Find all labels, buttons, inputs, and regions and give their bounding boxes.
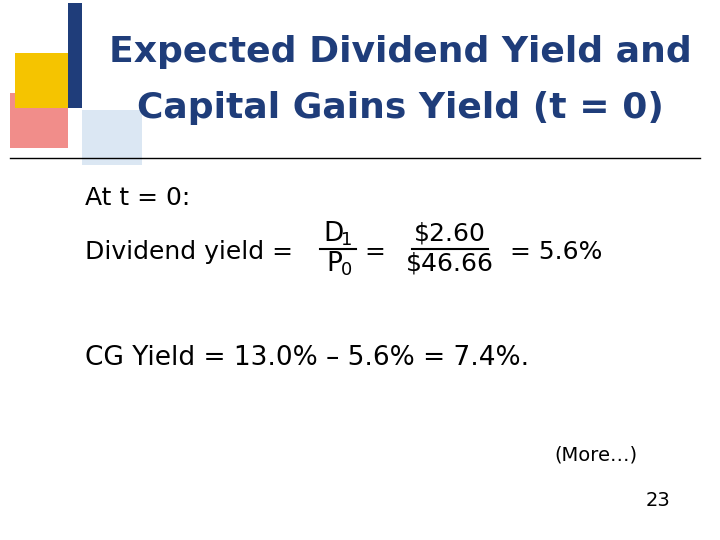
Bar	[68, 3, 82, 108]
Text: $2.60: $2.60	[414, 222, 486, 246]
Text: 1: 1	[341, 231, 353, 249]
Text: =: =	[364, 240, 385, 264]
Text: Expected Dividend Yield and: Expected Dividend Yield and	[109, 35, 691, 69]
Text: $46.66: $46.66	[406, 252, 494, 276]
Text: (More…): (More…)	[555, 446, 638, 464]
Text: 0: 0	[341, 261, 353, 279]
Text: 23: 23	[645, 490, 670, 510]
Text: Capital Gains Yield (t = 0): Capital Gains Yield (t = 0)	[137, 91, 663, 125]
Text: = 5.6%: = 5.6%	[510, 240, 603, 264]
Bar	[15, 53, 70, 108]
Bar	[10, 93, 68, 148]
Text: At t = 0:: At t = 0:	[85, 186, 190, 210]
Text: Dividend yield =: Dividend yield =	[85, 240, 301, 264]
Text: CG Yield = 13.0% – 5.6% = 7.4%.: CG Yield = 13.0% – 5.6% = 7.4%.	[85, 345, 529, 371]
Bar	[82, 110, 142, 165]
Text: P: P	[326, 251, 342, 277]
Text: D: D	[324, 221, 344, 247]
